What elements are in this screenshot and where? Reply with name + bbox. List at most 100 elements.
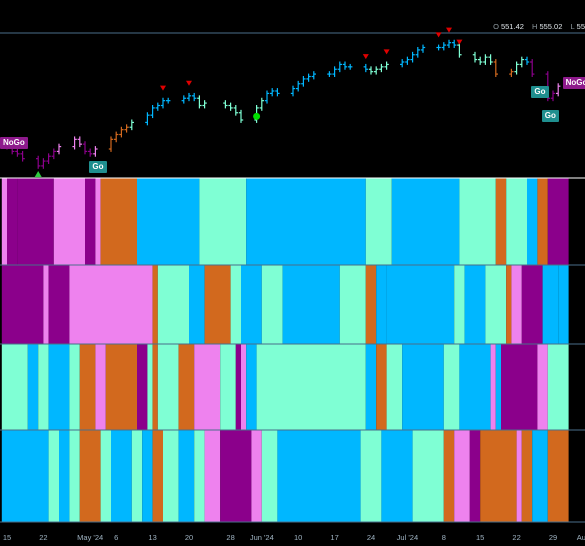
trend-band	[7, 178, 18, 265]
price-bar	[327, 71, 332, 77]
trend-band	[256, 344, 319, 430]
price-bar	[186, 92, 192, 102]
price-bar	[119, 126, 124, 138]
price-bar	[342, 61, 348, 70]
price-bar	[129, 119, 134, 131]
trend-band	[69, 265, 153, 344]
trend-band	[506, 178, 527, 265]
trend-band	[59, 430, 70, 522]
price-bar	[166, 97, 171, 104]
trend-panel-3	[1, 344, 569, 430]
trend-band	[152, 265, 158, 344]
x-tick-label: 29	[549, 533, 557, 542]
x-tick-label: Jun '24	[250, 533, 274, 542]
price-bar	[311, 71, 316, 80]
trend-band	[246, 344, 257, 430]
price-bar	[20, 150, 25, 162]
trend-band	[220, 430, 252, 522]
price-bar	[457, 42, 462, 58]
price-bar	[363, 63, 368, 73]
price-bar	[415, 47, 420, 58]
price-bar	[93, 146, 98, 157]
price-bar	[488, 54, 493, 65]
trend-band	[178, 344, 195, 430]
trend-band	[469, 430, 481, 522]
trend-band	[537, 178, 548, 265]
price-bar	[145, 112, 150, 126]
price-bar	[306, 73, 311, 82]
trend-band	[59, 178, 85, 265]
go-signal-tag: Go	[89, 161, 107, 174]
price-bar	[41, 158, 46, 169]
price-bar	[446, 39, 452, 48]
trend-band	[542, 265, 559, 344]
sell-arrow-icon	[383, 49, 390, 55]
sell-arrow-icon	[160, 85, 166, 91]
price-bar	[379, 63, 384, 73]
trend-band	[69, 430, 80, 522]
trend-band	[246, 178, 366, 265]
trend-band	[282, 265, 340, 344]
price-bar	[472, 51, 478, 63]
trend-panel-1	[1, 178, 569, 265]
trend-band	[412, 430, 444, 522]
x-tick-label: 6	[114, 533, 118, 542]
x-tick-label: 15	[476, 533, 484, 542]
trend-band	[27, 344, 39, 430]
x-tick-label: May '24	[77, 533, 103, 542]
trend-band	[511, 265, 522, 344]
x-tick-label: 8	[442, 533, 446, 542]
price-bar	[270, 88, 275, 97]
price-bar	[530, 59, 535, 77]
signal-markers	[34, 27, 463, 177]
price-bar	[384, 61, 389, 70]
trend-band	[189, 265, 205, 344]
trend-band	[1, 344, 28, 430]
trend-band	[376, 265, 387, 344]
price-bar	[514, 61, 519, 75]
trend-band	[100, 430, 111, 522]
trend-band	[501, 344, 538, 430]
price-bar	[332, 66, 337, 77]
ohlc-high-value: 555.02	[539, 22, 563, 31]
trend-band	[386, 265, 455, 344]
signal-dot-icon	[253, 112, 261, 120]
price-bar	[550, 90, 556, 102]
trend-band	[365, 178, 392, 265]
price-bar	[181, 95, 186, 104]
price-bar	[405, 56, 410, 65]
x-tick-label: 15	[3, 533, 11, 542]
trend-band	[251, 430, 262, 522]
trend-band	[111, 430, 132, 522]
trend-band	[319, 430, 361, 522]
x-axis: 15 22 May '24 6 13 20 28 Jun '24 10 17 24 Jul '24 8 1…	[3, 533, 585, 542]
trend-band	[516, 430, 522, 522]
trend-band	[194, 344, 221, 430]
price-bar	[192, 92, 197, 102]
trend-band	[38, 344, 49, 430]
price-bar	[202, 100, 207, 109]
price-bar	[483, 54, 488, 65]
price-bar	[348, 63, 353, 70]
price-bar	[374, 66, 379, 75]
x-tick-label: 10	[294, 533, 302, 542]
price-bar	[400, 59, 405, 68]
buy-arrow-icon	[34, 171, 42, 177]
trend-band	[105, 344, 137, 430]
trend-band	[319, 344, 366, 430]
trend-band	[230, 265, 241, 344]
price-bar	[368, 66, 374, 75]
trend-band	[1, 265, 44, 344]
trend-band	[100, 178, 137, 265]
ohlc-high-label: H	[532, 22, 538, 31]
trend-band	[85, 178, 96, 265]
trend-band-panels	[1, 178, 569, 522]
trend-band	[204, 265, 231, 344]
trend-band	[464, 265, 486, 344]
trend-band	[157, 265, 189, 344]
price-bar	[77, 136, 82, 148]
price-bar	[436, 44, 441, 51]
price-bar	[524, 56, 530, 65]
trend-band	[454, 430, 470, 522]
